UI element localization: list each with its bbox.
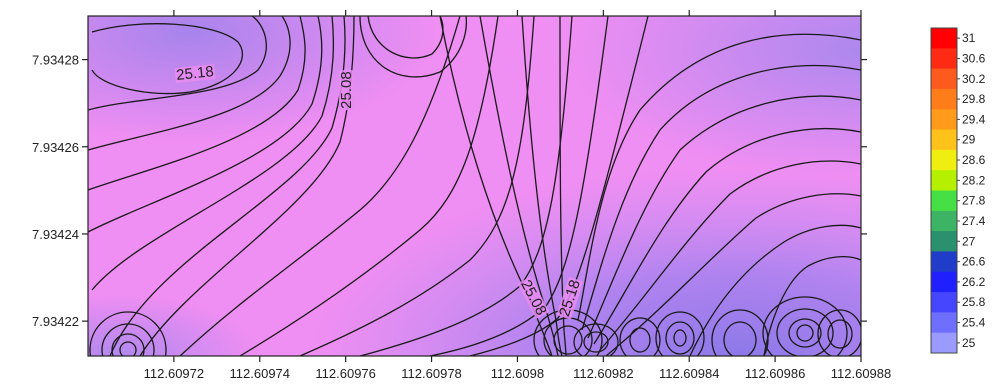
colorbar-segment [931,88,957,110]
y-tick-label: 7.93428 [32,53,79,68]
colorbar-segment [931,149,957,171]
x-axis: 112.60972 112.60974 112.60976 112.60978 112.… [144,10,892,381]
colorbar-label: 29.8 [962,92,986,106]
colorbar-label: 26.2 [962,275,986,289]
colorbar-frame [930,27,958,354]
colorbar-label: 27.4 [962,214,986,228]
colorbar-segment [931,231,957,252]
colorbar-segment [931,129,957,151]
colorbar-segment [931,312,957,334]
colorbar-label: 27.8 [962,194,986,208]
colorbar-segment [931,68,957,90]
x-tick-label: 112.60988 [831,366,892,381]
colorbar-label: 29.4 [962,112,986,126]
colorbar-label: 25.4 [962,316,986,330]
colorbar-segment [931,170,957,191]
x-tick-label: 112.60972 [144,366,205,381]
colorbar-label: 31 [962,31,976,45]
colorbar-label: 25 [962,336,976,350]
colorbar-segment [931,332,957,354]
colorbar-segment [931,210,957,232]
colorbar-label: 30.6 [962,51,986,65]
colorbar-segment [931,48,957,70]
x-tick-label: 112.60974 [230,366,291,381]
plot-frame [87,15,862,357]
contour-label-text: 25.18 [175,63,214,84]
x-tick-label: 112.60982 [573,366,634,381]
colorbar-label: 27 [962,234,976,248]
colorbar-segment [931,251,957,273]
x-tick-label: 112.60978 [401,366,462,381]
contour-label: 25.08 [338,70,355,111]
colorbar-segment [931,190,957,212]
y-tick-label: 7.93422 [32,314,79,329]
x-tick-label: 112.60976 [315,366,376,381]
x-tick-label: 112.60984 [659,366,720,381]
contour-label: 25.18 [174,63,216,84]
y-tick-label: 7.93424 [32,227,79,242]
x-tick-label: 112.6098 [491,366,544,381]
colorbar-segment [931,28,957,49]
x-tick-label: 112.60986 [745,366,806,381]
y-axis: 7.93428 7.93426 7.93424 7.93422 [32,53,867,329]
colorbar-label: 30.2 [962,72,986,86]
colorbar-label: 28.2 [962,173,986,187]
contour-label-text: 25.08 [338,71,355,109]
colorbar-label: 26.6 [962,255,986,269]
colorbar-segment [931,271,957,293]
colorbar-label: 25.8 [962,295,986,309]
colorbar-segment [931,292,957,313]
colorbar-segment [931,109,957,131]
colorbar-legend: 31 30.6 30.2 29.8 29.4 29 28.6 28.2 27.8 27.4 27 26… [930,27,986,354]
y-tick-label: 7.93426 [32,140,79,155]
colorbar-label: 28.6 [962,153,986,167]
colorbar-label: 29 [962,133,976,147]
